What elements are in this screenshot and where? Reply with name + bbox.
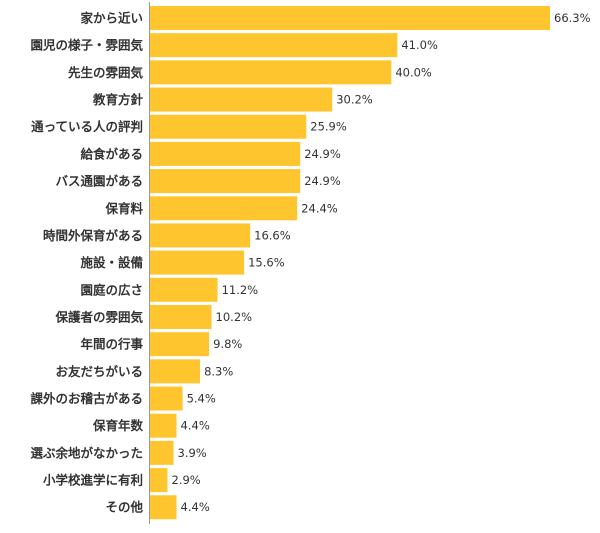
bar-12 xyxy=(150,332,210,357)
bar-3 xyxy=(150,87,333,112)
value-label-16: 3.9% xyxy=(178,446,207,460)
category-label-3: 教育方針 xyxy=(92,92,144,107)
value-label-4: 25.9% xyxy=(310,120,347,134)
value-label-10: 11.2% xyxy=(222,283,259,297)
category-label-2: 先生の雰囲気 xyxy=(68,65,144,80)
bar-0 xyxy=(150,6,550,30)
bar-2 xyxy=(150,60,392,85)
category-label-5: 給食がある xyxy=(80,146,143,161)
value-label-18: 4.4% xyxy=(181,500,210,514)
bar-1 xyxy=(150,33,398,58)
value-label-11: 10.2% xyxy=(216,310,253,324)
value-label-3: 30.2% xyxy=(336,93,373,107)
value-label-13: 8.3% xyxy=(204,364,233,378)
category-label-16: 選ぶ余地がなかった xyxy=(30,445,143,460)
value-label-12: 9.8% xyxy=(213,337,242,351)
category-label-18: その他 xyxy=(105,500,143,515)
category-label-17: 小学校進学に有利 xyxy=(42,473,143,488)
bar-16 xyxy=(150,440,174,465)
category-label-4: 通っている人の評判 xyxy=(31,119,143,134)
value-label-14: 5.4% xyxy=(187,392,216,406)
bar-5 xyxy=(150,141,301,166)
value-label-8: 16.6% xyxy=(254,228,291,242)
bar-9 xyxy=(150,250,245,275)
value-labels: 66.3% 41.0% 40.0% 30.2% 25.9% 24.9% 24.9% 24.4%… xyxy=(172,11,591,514)
value-label-9: 15.6% xyxy=(248,256,285,270)
category-labels: 家から近い園児の様子・雰囲気先生の雰囲気教育方針通っている人の評判給食があるバス… xyxy=(30,11,143,515)
bar-6 xyxy=(150,169,301,194)
category-label-12: 年間の行事 xyxy=(80,337,143,352)
bar-13 xyxy=(150,359,201,384)
category-label-0: 家から近い xyxy=(80,11,143,26)
category-label-14: 課外のお稽古がある xyxy=(30,391,143,406)
bar-4 xyxy=(150,114,307,139)
category-label-6: バス通園がある xyxy=(55,174,143,189)
category-label-7: 保育料 xyxy=(104,201,143,216)
bar-7 xyxy=(150,196,298,221)
value-label-6: 24.9% xyxy=(304,174,341,188)
bar-10 xyxy=(150,277,218,302)
category-label-8: 時間外保育がある xyxy=(43,228,143,243)
category-label-11: 保護者の雰囲気 xyxy=(54,309,143,324)
value-label-2: 40.0% xyxy=(395,65,432,79)
category-label-1: 園児の様子・雰囲気 xyxy=(30,38,143,53)
bar-18 xyxy=(150,495,177,520)
category-label-13: お友だちがいる xyxy=(55,364,143,379)
category-label-15: 保育年数 xyxy=(92,418,144,433)
category-label-9: 施設・設備 xyxy=(80,255,143,270)
value-label-7: 24.4% xyxy=(301,201,338,215)
category-label-10: 園庭の広さ xyxy=(80,282,143,297)
bar-8 xyxy=(150,223,251,248)
value-label-1: 41.0% xyxy=(401,38,438,52)
value-label-17: 2.9% xyxy=(172,473,201,487)
value-label-0: 66.3% xyxy=(554,11,591,25)
value-label-15: 4.4% xyxy=(181,419,210,433)
bar-17 xyxy=(150,468,168,493)
bars-layer xyxy=(150,6,550,520)
bar-15 xyxy=(150,413,177,438)
value-label-5: 24.9% xyxy=(304,147,341,161)
bar-11 xyxy=(150,304,212,329)
bar-14 xyxy=(150,386,183,411)
